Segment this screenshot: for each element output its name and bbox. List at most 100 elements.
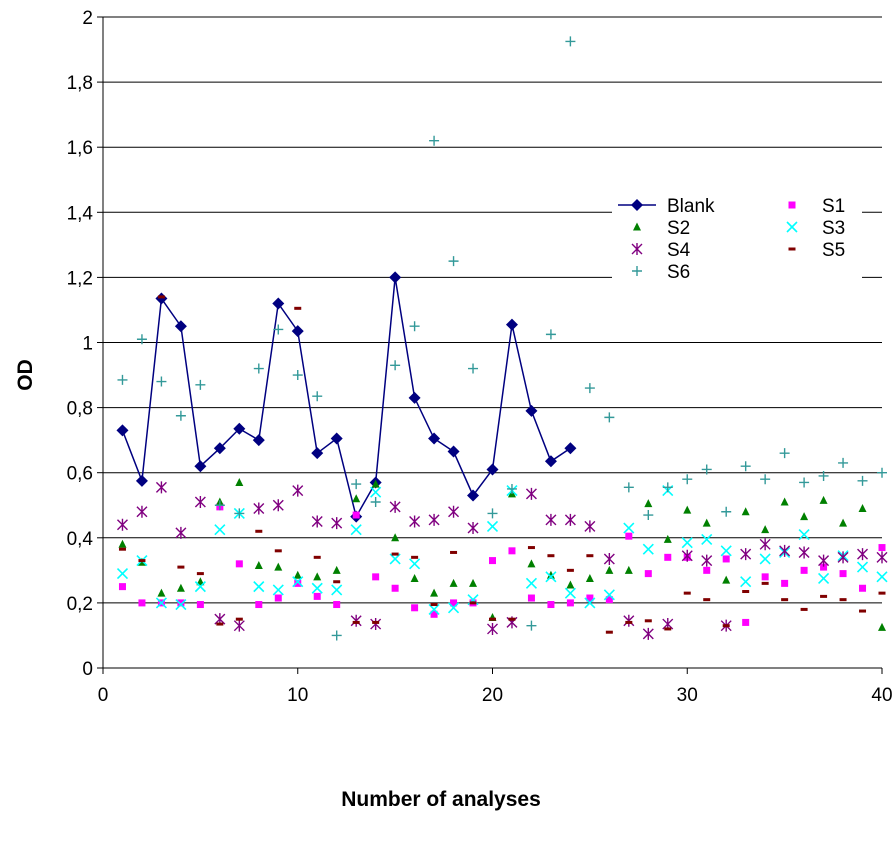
point-s5 <box>742 590 750 594</box>
point-s6 <box>370 496 381 507</box>
point-s4 <box>798 546 810 559</box>
point-s1 <box>255 601 263 609</box>
point-s1 <box>430 610 438 618</box>
series-line-blank <box>121 277 571 519</box>
series-s1 <box>118 503 886 626</box>
point-s1 <box>566 599 574 607</box>
point-s2 <box>683 505 692 514</box>
point-s2 <box>761 525 770 534</box>
point-s4 <box>272 499 284 512</box>
point-s2 <box>313 572 322 581</box>
y-tick-label: 0,2 <box>67 594 93 615</box>
point-s2 <box>235 477 244 486</box>
point-s6 <box>662 482 673 493</box>
point-s6 <box>857 475 868 486</box>
point-s5 <box>177 565 185 569</box>
point-s3 <box>818 572 830 585</box>
point-s2 <box>741 507 750 516</box>
gridlines <box>103 16 882 604</box>
point-s5 <box>411 555 419 559</box>
point-s2 <box>118 539 127 548</box>
point-s4 <box>370 618 382 631</box>
point-s4 <box>428 513 440 526</box>
point-s3 <box>740 576 752 588</box>
point-blank <box>447 445 460 458</box>
legend-item-s5: S5 <box>788 240 845 261</box>
point-s2 <box>371 479 380 488</box>
point-s6 <box>448 256 459 267</box>
point-s6 <box>468 363 479 374</box>
point-s5 <box>489 617 496 621</box>
point-s1 <box>177 599 185 607</box>
point-s6 <box>623 482 634 493</box>
x-tick-label: 40 <box>871 685 892 706</box>
point-s5 <box>118 547 126 551</box>
point-blank <box>116 424 129 437</box>
point-s5 <box>722 624 730 628</box>
point-s5 <box>469 601 477 605</box>
point-s2 <box>546 570 555 579</box>
point-s2 <box>449 578 458 587</box>
legend-item-s4: S4 <box>631 240 691 261</box>
point-s2 <box>410 573 419 582</box>
point-s4 <box>603 552 615 565</box>
y-tick-label: 1,4 <box>67 203 94 224</box>
point-s2 <box>332 565 341 574</box>
point-s6 <box>682 474 693 485</box>
point-s6 <box>877 467 887 478</box>
point-s5 <box>157 295 165 299</box>
point-s2 <box>780 497 789 506</box>
legend-label: Blank <box>667 196 715 217</box>
point-s2 <box>585 573 594 582</box>
point-blank <box>272 297 285 310</box>
point-blank <box>174 320 187 333</box>
y-tick-label: 0,6 <box>67 464 93 485</box>
legend-item-s3: S3 <box>786 218 845 239</box>
point-s5 <box>664 627 672 631</box>
point-s6 <box>721 506 732 517</box>
point-s5 <box>352 620 360 624</box>
point-s6 <box>584 383 595 394</box>
point-s4 <box>857 548 869 561</box>
point-s6 <box>253 363 264 374</box>
point-s1 <box>644 570 652 578</box>
point-s1 <box>508 547 516 555</box>
point-blank <box>252 434 265 447</box>
point-s4 <box>233 619 245 632</box>
point-s6 <box>818 470 829 481</box>
series-s3 <box>116 485 888 615</box>
point-s1 <box>118 583 126 591</box>
point-s4 <box>642 627 654 640</box>
legend-label: S2 <box>667 218 690 239</box>
point-s1 <box>489 557 496 565</box>
point-s5 <box>333 580 341 584</box>
point-s1 <box>547 601 555 609</box>
point-blank <box>330 432 343 445</box>
y-tick-label: 0,8 <box>67 399 93 420</box>
point-s3 <box>428 603 440 615</box>
point-s2 <box>430 588 439 597</box>
point-s3 <box>545 571 557 583</box>
point-s2 <box>819 495 828 504</box>
point-s5 <box>820 594 828 598</box>
point-s2 <box>624 565 633 574</box>
legend-marker <box>788 247 796 251</box>
point-s6 <box>799 477 810 488</box>
series-blank <box>116 271 577 523</box>
legend-item-s1: S1 <box>788 196 845 217</box>
point-s5 <box>196 572 204 576</box>
point-s2 <box>352 494 361 503</box>
point-s6 <box>740 461 751 472</box>
point-blank <box>544 455 557 468</box>
point-s4 <box>740 548 752 561</box>
point-s2 <box>157 588 166 597</box>
point-s3 <box>447 602 460 614</box>
point-s3 <box>623 522 635 534</box>
point-s4 <box>564 513 576 526</box>
point-s1 <box>781 579 789 587</box>
point-s4 <box>136 505 148 518</box>
point-s1 <box>294 579 302 587</box>
point-s6 <box>234 508 245 519</box>
series-s5 <box>118 295 886 634</box>
